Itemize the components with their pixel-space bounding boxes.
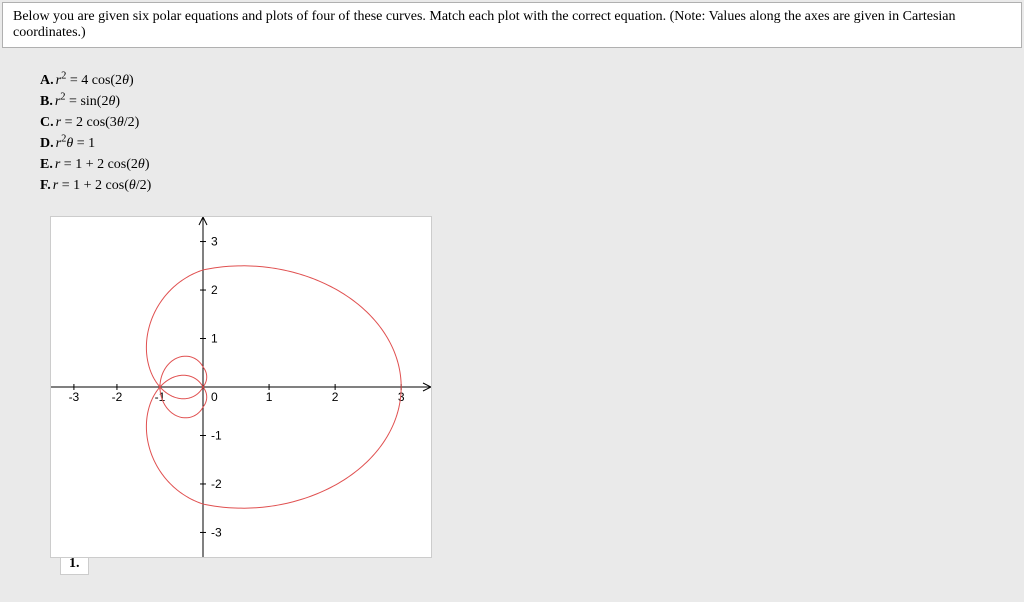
eq-body-F: r = 1 + 2 cos(θ/2)	[53, 178, 152, 193]
eq-body-D: r2θ = 1	[56, 136, 96, 151]
equation-B: B.r2 = sin(2θ)	[40, 91, 984, 112]
eq-label-A: A.	[40, 73, 54, 88]
eq-label-B: B.	[40, 94, 53, 109]
eq-body-B: r2 = sin(2θ)	[55, 94, 120, 109]
svg-text:2: 2	[332, 390, 339, 404]
eq-label-D: D.	[40, 136, 54, 151]
svg-text:2: 2	[211, 283, 218, 297]
equation-list: A.r2 = 4 cos(2θ) B.r2 = sin(2θ) C.r = 2 …	[40, 70, 984, 196]
eq-label-E: E.	[40, 157, 53, 172]
svg-text:-3: -3	[69, 390, 80, 404]
svg-text:0: 0	[211, 390, 218, 404]
svg-text:3: 3	[211, 235, 218, 249]
svg-text:1: 1	[211, 332, 218, 346]
svg-text:-1: -1	[211, 428, 222, 442]
svg-text:-3: -3	[211, 525, 222, 539]
eq-label-C: C.	[40, 115, 54, 130]
eq-body-A: r2 = 4 cos(2θ)	[56, 73, 134, 88]
polar-plot: -3-2-1123-3-2-11230	[51, 217, 431, 557]
eq-label-F: F.	[40, 178, 51, 193]
svg-text:-2: -2	[211, 477, 222, 491]
svg-text:1: 1	[266, 390, 273, 404]
eq-body-C: r = 2 cos(3θ/2)	[56, 115, 140, 130]
equation-A: A.r2 = 4 cos(2θ)	[40, 70, 984, 91]
svg-text:-2: -2	[112, 390, 123, 404]
equation-F: F.r = 1 + 2 cos(θ/2)	[40, 175, 984, 196]
plot-container: -3-2-1123-3-2-11230	[50, 216, 432, 558]
question-text: Below you are given six polar equations …	[13, 9, 956, 40]
equation-E: E.r = 1 + 2 cos(2θ)	[40, 154, 984, 175]
equation-D: D.r2θ = 1	[40, 133, 984, 154]
content-area: A.r2 = 4 cos(2θ) B.r2 = sin(2θ) C.r = 2 …	[0, 50, 1024, 575]
question-header: Below you are given six polar equations …	[2, 2, 1022, 48]
equation-C: C.r = 2 cos(3θ/2)	[40, 112, 984, 133]
eq-body-E: r = 1 + 2 cos(2θ)	[55, 157, 150, 172]
